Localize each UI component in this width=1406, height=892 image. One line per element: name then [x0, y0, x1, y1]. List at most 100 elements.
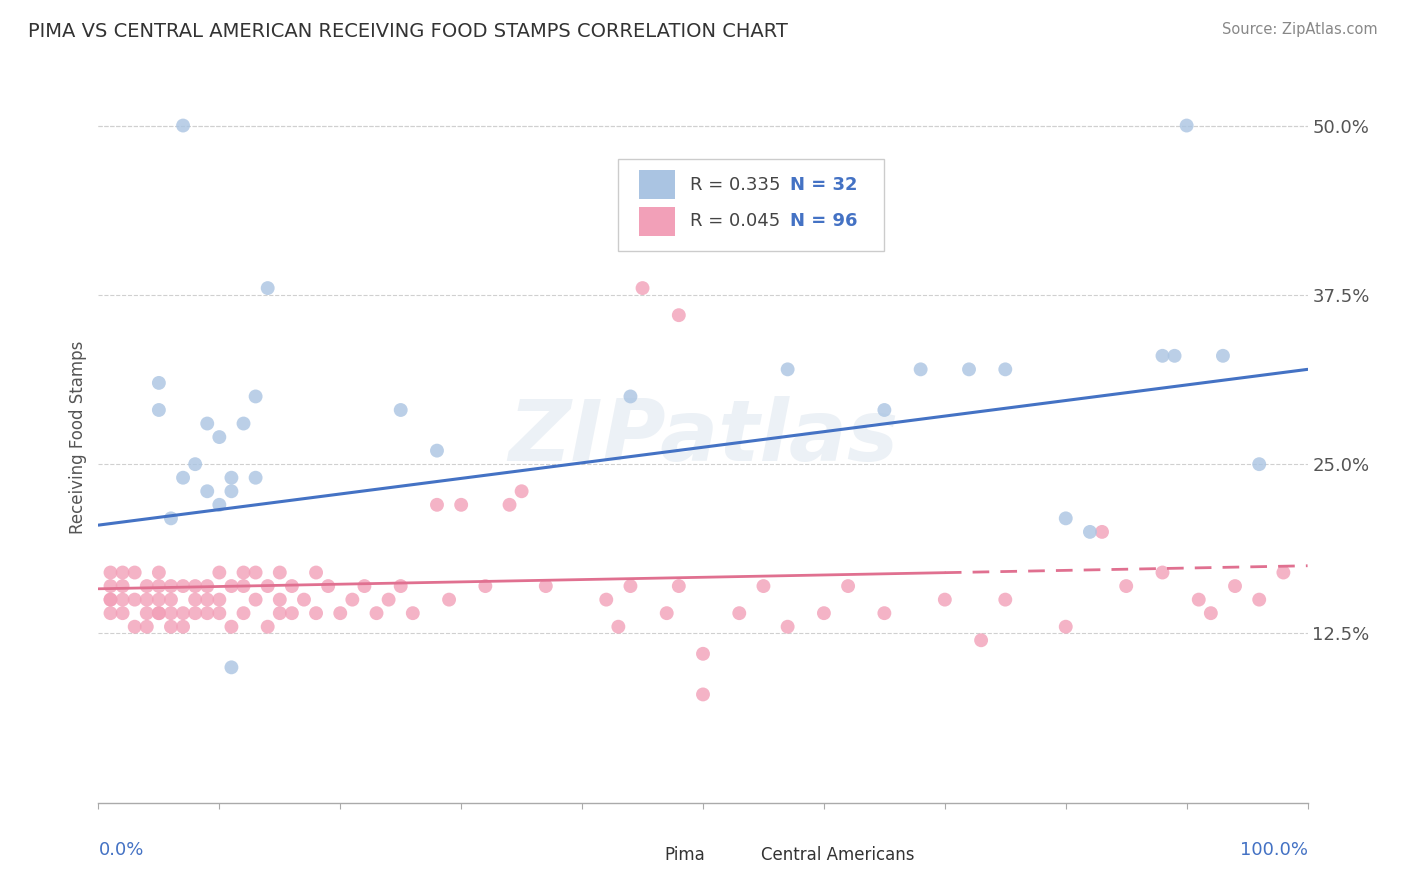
- Point: [124, 566, 146, 580]
- Point: [813, 606, 835, 620]
- Point: [402, 606, 425, 620]
- Point: [256, 281, 278, 295]
- Point: [910, 362, 932, 376]
- Text: N = 96: N = 96: [790, 212, 858, 230]
- Point: [256, 620, 278, 634]
- Point: [111, 566, 134, 580]
- Text: 100.0%: 100.0%: [1240, 841, 1308, 859]
- Point: [668, 308, 690, 322]
- Point: [776, 362, 799, 376]
- Point: [595, 592, 617, 607]
- FancyBboxPatch shape: [638, 207, 675, 235]
- Point: [172, 606, 194, 620]
- Point: [1223, 579, 1246, 593]
- Point: [100, 592, 122, 607]
- Point: [245, 566, 267, 580]
- Point: [100, 579, 122, 593]
- Point: [135, 620, 157, 634]
- Point: [148, 566, 170, 580]
- Point: [655, 606, 678, 620]
- Point: [269, 566, 291, 580]
- Point: [245, 389, 267, 403]
- Point: [135, 592, 157, 607]
- Point: [1054, 511, 1077, 525]
- Point: [1152, 349, 1174, 363]
- Point: [342, 592, 364, 607]
- Point: [437, 592, 460, 607]
- Point: [184, 592, 207, 607]
- FancyBboxPatch shape: [619, 159, 884, 251]
- Point: [389, 579, 412, 593]
- Point: [1249, 457, 1271, 471]
- Point: [111, 592, 134, 607]
- Point: [184, 579, 207, 593]
- Point: [232, 579, 254, 593]
- Point: [184, 457, 207, 471]
- Point: [619, 389, 641, 403]
- Point: [245, 471, 267, 485]
- Point: [221, 660, 243, 674]
- Point: [172, 471, 194, 485]
- Point: [873, 403, 896, 417]
- Point: [1175, 119, 1198, 133]
- Point: [1188, 592, 1211, 607]
- Point: [148, 376, 170, 390]
- Point: [269, 606, 291, 620]
- Point: [752, 579, 775, 593]
- Point: [619, 579, 641, 593]
- Point: [100, 606, 122, 620]
- Point: [245, 592, 267, 607]
- Point: [426, 443, 449, 458]
- Text: 0.0%: 0.0%: [98, 841, 143, 859]
- Point: [221, 579, 243, 593]
- Point: [1212, 349, 1234, 363]
- Point: [316, 579, 339, 593]
- Point: [184, 606, 207, 620]
- Point: [124, 592, 146, 607]
- Point: [1091, 524, 1114, 539]
- Point: [124, 620, 146, 634]
- Point: [195, 606, 218, 620]
- Point: [100, 592, 122, 607]
- Point: [148, 606, 170, 620]
- Point: [837, 579, 859, 593]
- Point: [281, 606, 304, 620]
- Point: [232, 566, 254, 580]
- Point: [148, 592, 170, 607]
- Point: [534, 579, 557, 593]
- Point: [776, 620, 799, 634]
- Point: [510, 484, 533, 499]
- Text: Pima: Pima: [664, 846, 704, 863]
- Point: [692, 688, 714, 702]
- Point: [474, 579, 496, 593]
- Point: [389, 403, 412, 417]
- Point: [1115, 579, 1137, 593]
- Point: [994, 362, 1017, 376]
- Point: [607, 620, 630, 634]
- Point: [208, 606, 231, 620]
- Point: [934, 592, 956, 607]
- Point: [232, 606, 254, 620]
- Point: [208, 430, 231, 444]
- Point: [292, 592, 315, 607]
- Point: [957, 362, 980, 376]
- FancyBboxPatch shape: [638, 170, 675, 200]
- Point: [1163, 349, 1185, 363]
- Point: [111, 606, 134, 620]
- Point: [172, 620, 194, 634]
- Y-axis label: Receiving Food Stamps: Receiving Food Stamps: [69, 341, 87, 533]
- Point: [221, 484, 243, 499]
- Text: Source: ZipAtlas.com: Source: ZipAtlas.com: [1222, 22, 1378, 37]
- Point: [100, 566, 122, 580]
- Point: [631, 281, 654, 295]
- Point: [172, 119, 194, 133]
- Point: [148, 403, 170, 417]
- Point: [160, 606, 183, 620]
- Text: R = 0.045: R = 0.045: [690, 212, 780, 230]
- Point: [329, 606, 352, 620]
- Point: [1054, 620, 1077, 634]
- Text: N = 32: N = 32: [790, 176, 858, 194]
- Point: [281, 579, 304, 593]
- Point: [221, 620, 243, 634]
- Point: [256, 579, 278, 593]
